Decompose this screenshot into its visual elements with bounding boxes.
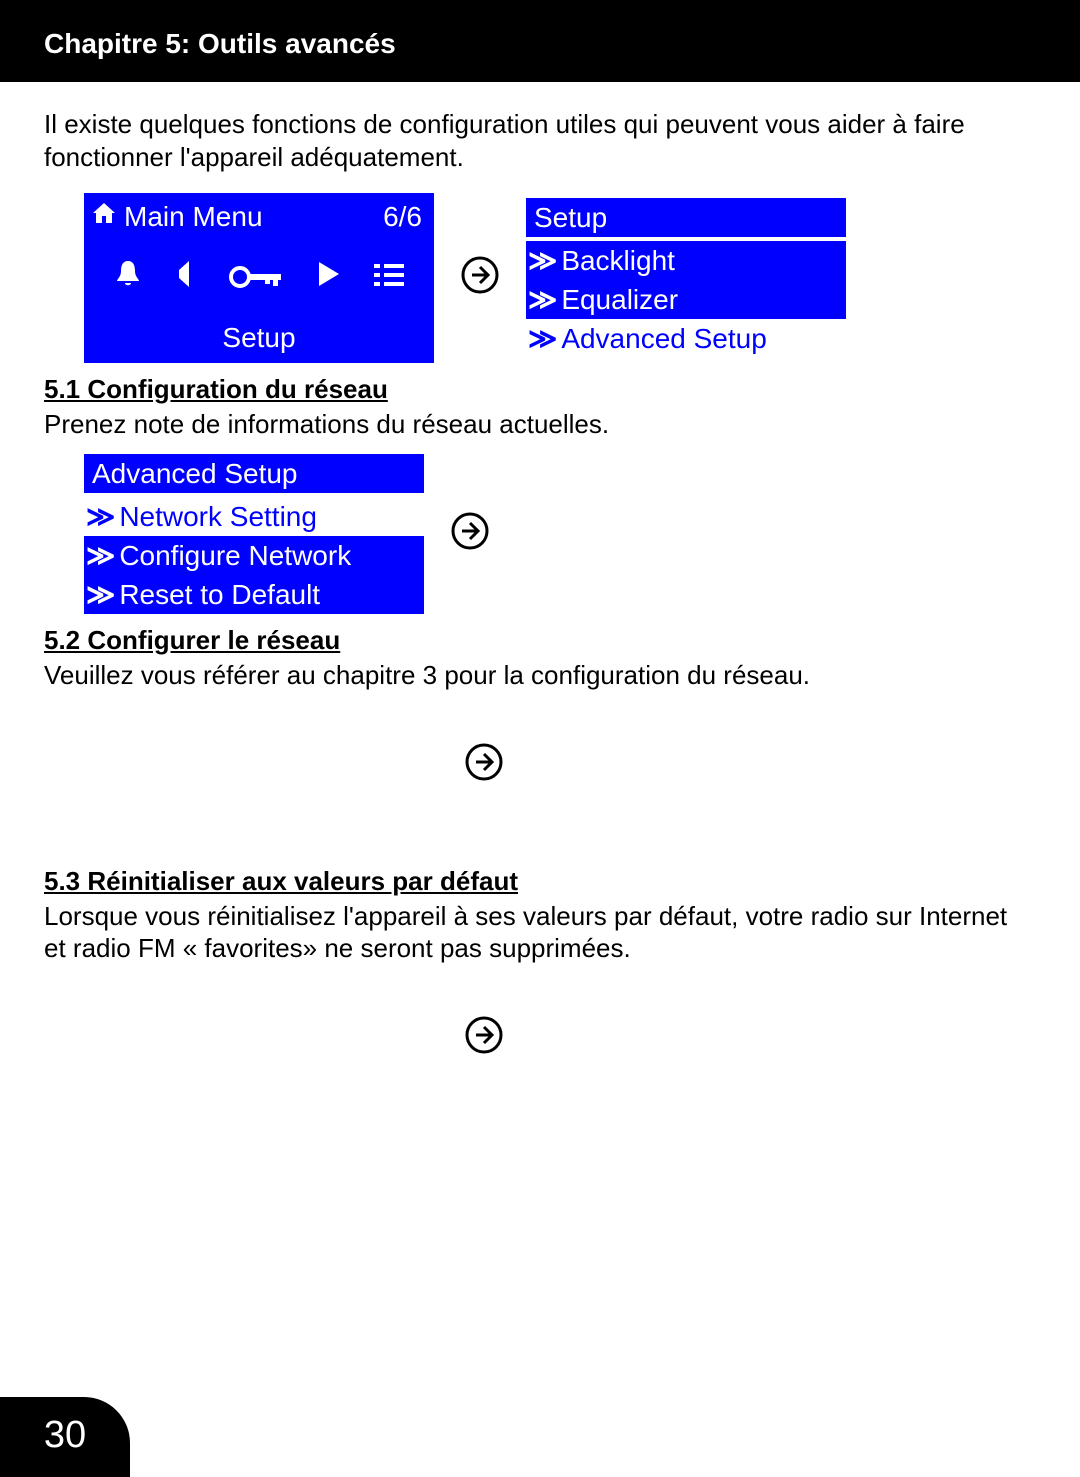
chevron-icon: ≫ [86,538,117,573]
main-menu-footer: Setup [86,320,432,361]
menu-item-label: Network Setting [119,499,317,534]
arrow-row-3 [464,705,1036,825]
menu-item-label: Configure Network [119,538,351,573]
main-menu-screen: Main Menu 6/6 [84,193,434,363]
setup-menu-title: Setup [526,198,846,241]
list-icon [374,260,404,298]
home-icon [92,202,116,232]
section-5-2-heading: 5.2 Configurer le réseau [44,624,1036,657]
advanced-menu-item: ≫ Configure Network [84,536,424,575]
play-icon [317,260,341,298]
advanced-menu-title: Advanced Setup [84,454,424,497]
advanced-menu-item: ≫ Reset to Default [84,575,424,614]
section-5-3-heading: 5.3 Réinitialiser aux valeurs par défaut [44,865,1036,898]
chevron-icon: ≫ [528,282,559,317]
screens-row-1: Main Menu 6/6 [84,193,1036,363]
advanced-menu-screen: Advanced Setup ≫ Network Setting ≫ Confi… [84,454,424,614]
chapter-title: Chapitre 5: Outils avancés [44,28,396,59]
page-content: Il existe quelques fonctions de configur… [0,82,1080,1099]
section-5-1-text: Prenez note de informations du réseau ac… [44,408,1036,441]
section-5-1-heading: 5.1 Configuration du réseau [44,373,1036,406]
setup-menu-item-selected: ≫ Advanced Setup [526,319,846,358]
chapter-header: Chapitre 5: Outils avancés [0,0,1080,82]
bell-icon [114,259,142,299]
arrow-right-icon [460,255,500,302]
setup-menu-item: ≫ Equalizer [526,280,846,319]
main-menu-counter: 6/6 [383,199,422,234]
setup-menu-screen: Setup ≫ Backlight ≫ Equalizer ≫ Advanced… [526,198,846,358]
setup-menu-item: ≫ Backlight [526,241,846,280]
menu-item-label: Advanced Setup [561,321,767,356]
chevron-icon: ≫ [528,243,559,278]
menu-item-label: Backlight [561,243,675,278]
main-menu-header: Main Menu 6/6 [86,195,432,234]
arrow-right-icon [450,511,490,558]
chevron-icon: ≫ [528,321,559,356]
main-menu-icons-row [86,234,432,320]
key-icon [229,260,285,298]
arrow-row-4 [464,979,1036,1099]
advanced-menu-item-selected: ≫ Network Setting [84,497,424,536]
main-menu-title: Main Menu [124,199,263,234]
menu-item-label: Reset to Default [119,577,320,612]
page-number: 30 [44,1414,86,1457]
section-5-3-text: Lorsque vous réinitialisez l'appareil à … [44,900,1036,965]
intro-paragraph: Il existe quelques fonctions de configur… [44,108,1036,173]
chevron-icon: ≫ [86,577,117,612]
chevron-icon: ≫ [86,499,117,534]
arrow-right-icon [464,742,504,789]
section-5-2-text: Veuillez vous référer au chapitre 3 pour… [44,659,1036,692]
screens-row-2: Advanced Setup ≫ Network Setting ≫ Confi… [84,454,1036,614]
menu-item-label: Equalizer [561,282,678,317]
speaker-icon [175,259,197,299]
arrow-right-icon [464,1015,504,1062]
page-number-badge: 30 [0,1397,130,1477]
